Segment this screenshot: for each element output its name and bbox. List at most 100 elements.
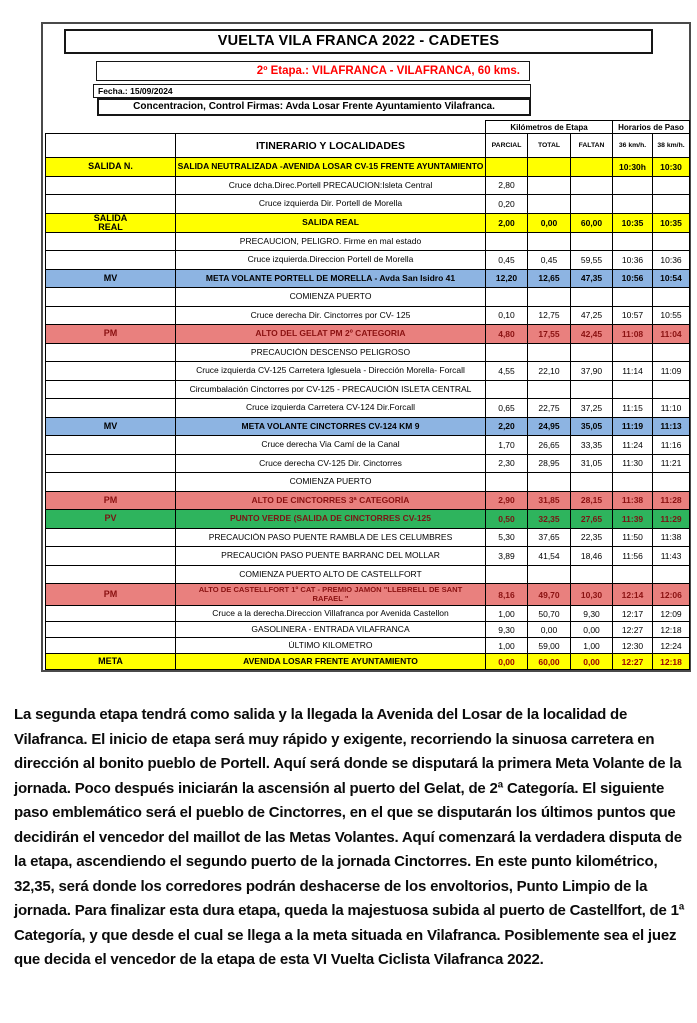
- table-row: Cruce izquierda Dir. Portell de Morella …: [45, 194, 691, 214]
- row-time-36kmh: [612, 175, 654, 195]
- row-parcial: 1,00: [485, 605, 528, 622]
- table-row: PM ALTO DE CINCTORRES 3ª CATEGORÍA 2,90 …: [45, 490, 691, 510]
- row-time-36kmh: [612, 194, 654, 214]
- row-label: [45, 305, 176, 325]
- row-parcial: 2,80: [485, 175, 528, 195]
- row-total: [527, 194, 571, 214]
- row-time-38kmh: 12:06: [652, 583, 691, 606]
- row-parcial: 4,80: [485, 324, 528, 344]
- row-time-38kmh: 10:30: [652, 157, 691, 177]
- row-label: [45, 194, 176, 214]
- row-time-38kmh: [652, 194, 691, 214]
- row-time-38kmh: 11:29: [652, 509, 691, 529]
- row-parcial: 8,16: [485, 583, 528, 606]
- row-time-38kmh: 11:04: [652, 324, 691, 344]
- row-description: Cruce derecha Via Camí de la Canal: [175, 435, 486, 455]
- row-total: 0,00: [527, 212, 571, 233]
- row-label: [45, 435, 176, 455]
- row-time-38kmh: 11:10: [652, 398, 691, 418]
- row-faltan: 18,46: [569, 546, 614, 566]
- row-parcial: 3,89: [485, 546, 528, 566]
- stage-description: La segunda etapa tendrá como salida y la…: [14, 706, 685, 968]
- concentration-line: Concentracion, Control Firmas: Avda Losa…: [97, 98, 531, 116]
- row-time-38kmh: 11:16: [652, 435, 691, 455]
- row-faltan: 27,65: [569, 509, 614, 529]
- row-total: 17,55: [527, 324, 571, 344]
- row-time-36kmh: [612, 231, 654, 251]
- row-faltan: [569, 157, 614, 177]
- row-total: 28,95: [527, 453, 571, 473]
- row-parcial: [485, 231, 528, 251]
- row-label: PV: [45, 509, 176, 529]
- row-parcial: 0,00: [485, 653, 528, 670]
- row-time-38kmh: 11:21: [652, 453, 691, 473]
- col-header-itinerario: ITINERARIO Y LOCALIDADES: [175, 133, 486, 158]
- table-row: MV META VOLANTE CINCTORRES CV-124 KM 9 2…: [45, 416, 691, 436]
- row-time-36kmh: 10:36: [612, 250, 654, 270]
- row-total: [527, 564, 571, 584]
- itinerary-table: Kilómetros de Etapa Horarios de Paso ITI…: [45, 120, 691, 670]
- row-description: Cruce derecha CV-125 Dir. Cinctorres: [175, 453, 486, 473]
- row-time-38kmh: [652, 379, 691, 399]
- row-parcial: 0,10: [485, 305, 528, 325]
- row-description: Cruce dcha.Direc.Portell PRECAUCION:Isle…: [175, 175, 486, 195]
- row-label: META: [45, 653, 176, 670]
- row-parcial: 0,50: [485, 509, 528, 529]
- row-time-38kmh: 11:28: [652, 490, 691, 510]
- row-description: ALTO DEL GELAT PM 2º CATEGORIA: [175, 324, 486, 344]
- table-row: SALIDA N. SALIDA NEUTRALIZADA -AVENIDA L…: [45, 157, 691, 177]
- row-description: COMIENZA PUERTO: [175, 287, 486, 307]
- row-label: [45, 564, 176, 584]
- row-time-36kmh: 11:38: [612, 490, 654, 510]
- row-faltan: 22,35: [569, 527, 614, 547]
- row-label: [45, 231, 176, 251]
- col-header-parcial: PARCIAL: [485, 133, 528, 158]
- row-time-38kmh: 11:38: [652, 527, 691, 547]
- row-time-36kmh: 10:35: [612, 212, 654, 233]
- row-label: [45, 621, 176, 638]
- row-faltan: 10,30: [569, 583, 614, 606]
- row-parcial: 0,65: [485, 398, 528, 418]
- row-parcial: [485, 472, 528, 492]
- table-row: Cruce izquierda Carretera CV-124 Dir.For…: [45, 398, 691, 418]
- row-label: PM: [45, 324, 176, 344]
- row-time-38kmh: 11:43: [652, 546, 691, 566]
- row-faltan: 31,05: [569, 453, 614, 473]
- row-faltan: 28,15: [569, 490, 614, 510]
- row-description: ÚLTIMO KILOMETRO: [175, 637, 486, 654]
- row-time-38kmh: 10:35: [652, 212, 691, 233]
- row-total: [527, 342, 571, 362]
- table-row: PV PUNTO VERDE (SALIDA DE CINCTORRES CV-…: [45, 509, 691, 529]
- row-label: [45, 527, 176, 547]
- table-row: Circumbalación Cinctorres por CV-125 - P…: [45, 379, 691, 399]
- row-label: [45, 453, 176, 473]
- row-label: PM: [45, 583, 176, 606]
- roadbook-sheet: VUELTA VILA FRANCA 2022 - CADETES 2º Eta…: [41, 22, 691, 672]
- row-label: [45, 379, 176, 399]
- row-description: SALIDA REAL: [175, 212, 486, 233]
- row-total: [527, 231, 571, 251]
- row-faltan: 1,00: [569, 637, 614, 654]
- row-faltan: 47,25: [569, 305, 614, 325]
- row-time-36kmh: 11:08: [612, 324, 654, 344]
- row-faltan: 0,00: [569, 621, 614, 638]
- row-time-38kmh: 10:54: [652, 268, 691, 288]
- row-parcial: 12,20: [485, 268, 528, 288]
- row-description: ALTO DE CASTELLFORT 1º CAT - PREMIO JAMÓ…: [175, 583, 486, 606]
- col-header-36kmh: 36 km/h.: [612, 133, 654, 158]
- row-time-36kmh: [612, 379, 654, 399]
- row-description: AVENIDA LOSAR FRENTE AYUNTAMIENTO: [175, 653, 486, 670]
- row-parcial: [485, 157, 528, 177]
- row-parcial: 5,30: [485, 527, 528, 547]
- row-total: 37,65: [527, 527, 571, 547]
- row-description: Cruce izquierda Carretera CV-124 Dir.For…: [175, 398, 486, 418]
- row-time-38kmh: [652, 231, 691, 251]
- row-time-36kmh: 11:14: [612, 361, 654, 381]
- row-description: PUNTO VERDE (SALIDA DE CINCTORRES CV-125: [175, 509, 486, 529]
- row-description: ALTO DE CINCTORRES 3ª CATEGORÍA: [175, 490, 486, 510]
- row-label: [45, 287, 176, 307]
- row-time-36kmh: 12:27: [612, 653, 654, 670]
- row-time-36kmh: [612, 564, 654, 584]
- row-description: PRECAUCIÓN PASO PUENTE RAMBLA DE LES CEL…: [175, 527, 486, 547]
- row-parcial: 1,70: [485, 435, 528, 455]
